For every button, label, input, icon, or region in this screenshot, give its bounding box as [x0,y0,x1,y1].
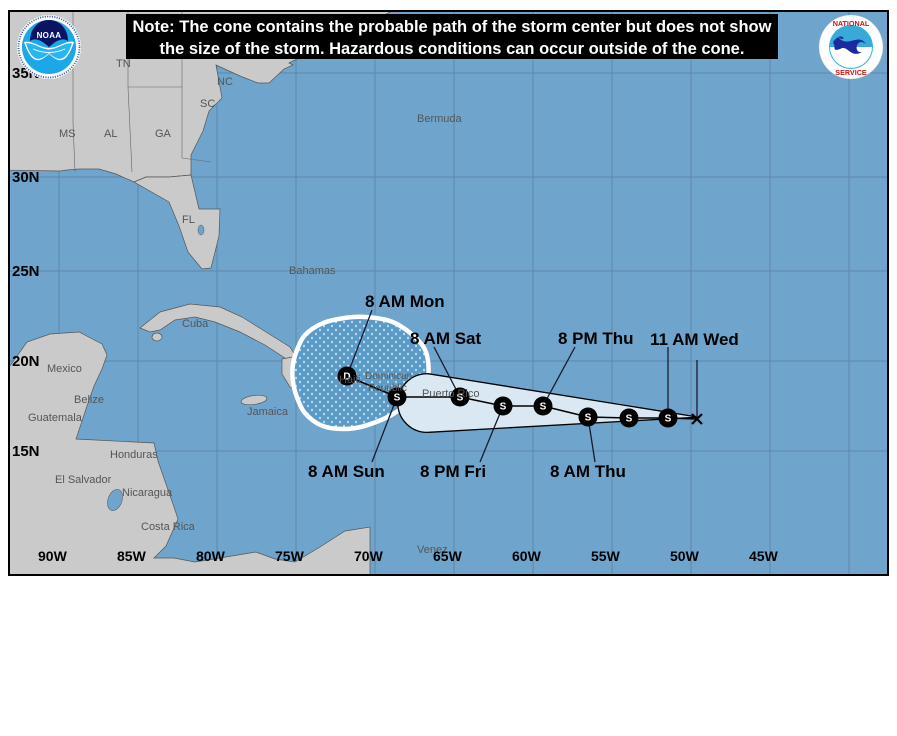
svg-text:S: S [500,402,507,413]
svg-text:S: S [394,393,401,404]
svg-text:S: S [665,414,672,425]
svg-text:SERVICE: SERVICE [835,68,867,77]
svg-text:S: S [585,413,592,424]
svg-text:NOAA: NOAA [37,31,62,40]
svg-text:S: S [540,402,547,413]
svg-text:NATIONAL: NATIONAL [833,19,870,28]
svg-text:S: S [626,414,633,425]
